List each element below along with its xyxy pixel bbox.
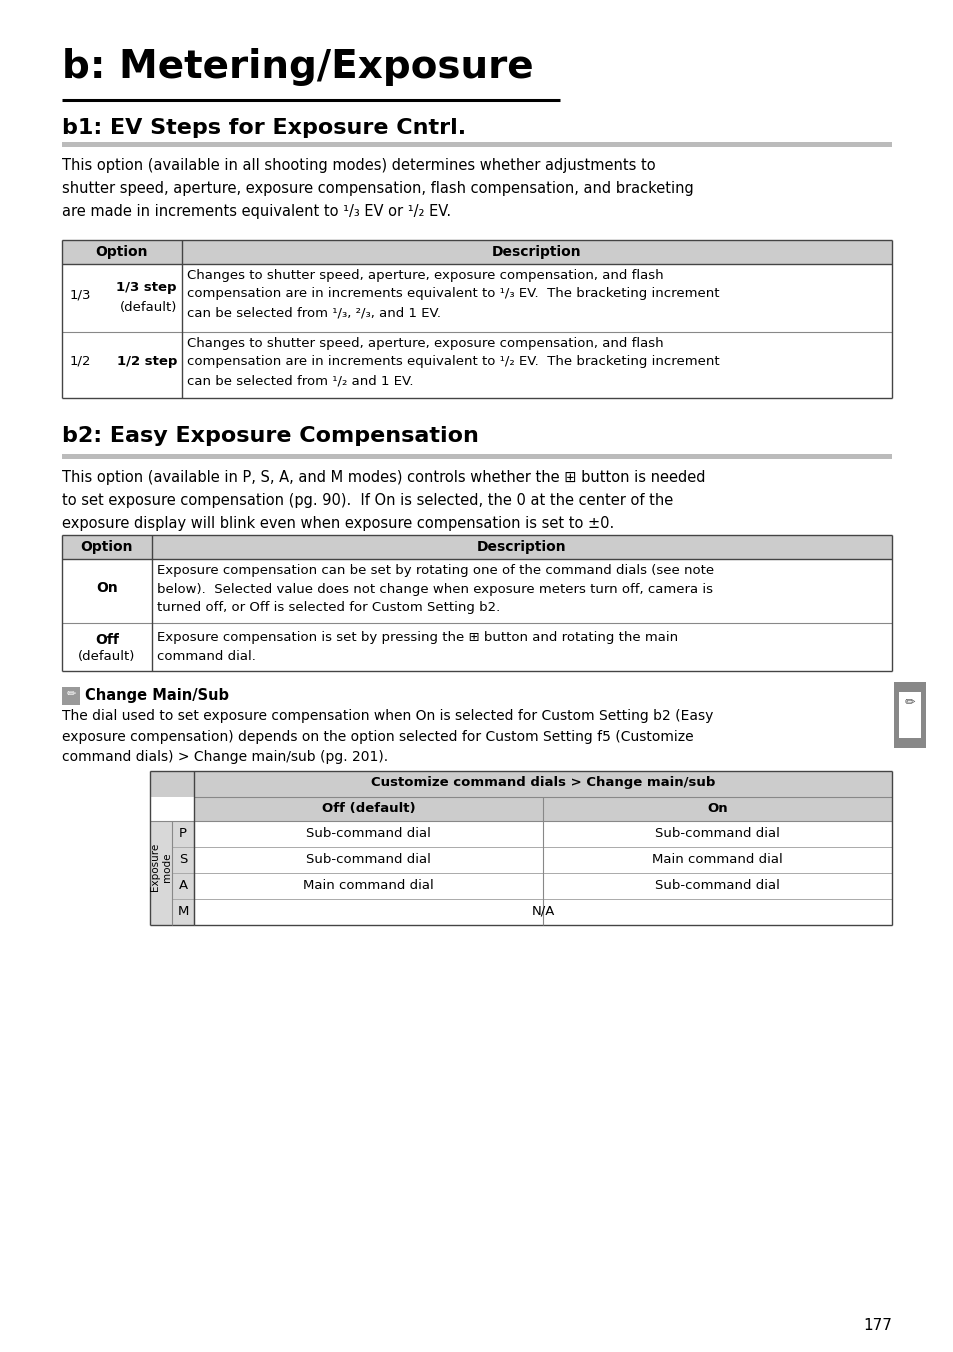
Bar [182, 241, 891, 264]
Text: Off: Off [95, 633, 119, 648]
Bar [152, 558, 891, 623]
Text: 1/2: 1/2 [70, 356, 91, 368]
Bar [172, 846, 193, 873]
Bar [62, 687, 80, 704]
Bar [542, 821, 891, 846]
Text: Changes to shutter speed, aperture, exposure compensation, and flash
compensatio: Changes to shutter speed, aperture, expo… [187, 337, 719, 387]
Text: This option (available in P, S, A, and M modes) controls whether the ⊞ button is: This option (available in P, S, A, and M… [62, 470, 705, 530]
Text: N/A: N/A [531, 904, 554, 918]
Text: Exposure compensation is set by pressing the ⊞ button and rotating the main
comm: Exposure compensation is set by pressing… [157, 631, 678, 662]
Bar [182, 333, 891, 397]
Bar [193, 821, 542, 846]
Bar [893, 681, 925, 748]
Text: Description: Description [476, 539, 566, 554]
Text: Exposure compensation can be set by rotating one of the command dials (see note
: Exposure compensation can be set by rota… [157, 564, 714, 614]
Text: Main command dial: Main command dial [652, 853, 782, 867]
Bar [193, 899, 891, 925]
Text: (default): (default) [119, 301, 177, 314]
Text: Sub-command dial: Sub-command dial [306, 853, 431, 867]
Text: Customize command dials > Change main/sub: Customize command dials > Change main/su… [371, 776, 715, 790]
Text: S: S [178, 853, 187, 867]
Text: On: On [706, 802, 727, 815]
Text: 1/3: 1/3 [70, 288, 91, 301]
Text: Sub-command dial: Sub-command dial [655, 879, 780, 892]
Text: Off (default): Off (default) [321, 802, 415, 815]
Bar [542, 846, 891, 873]
Bar [62, 142, 891, 147]
Bar [172, 821, 193, 846]
Text: M: M [177, 904, 189, 918]
Bar [542, 796, 891, 821]
Bar [193, 846, 542, 873]
Bar [150, 821, 172, 925]
Text: Changes to shutter speed, aperture, exposure compensation, and flash
compensatio: Changes to shutter speed, aperture, expo… [187, 269, 719, 319]
Bar [62, 623, 152, 671]
Text: The dial used to set exposure compensation when On is selected for Custom Settin: The dial used to set exposure compensati… [62, 708, 713, 764]
Text: 1/3 step: 1/3 step [116, 281, 177, 293]
Bar [542, 873, 891, 899]
Text: P: P [179, 827, 187, 840]
Text: (default): (default) [78, 650, 135, 662]
Text: b1: EV Steps for Exposure Cntrl.: b1: EV Steps for Exposure Cntrl. [62, 118, 466, 138]
Bar [62, 558, 152, 623]
Text: ✏: ✏ [67, 690, 75, 699]
Text: Main command dial: Main command dial [303, 879, 434, 892]
Text: Exposure
mode: Exposure mode [150, 844, 172, 891]
Text: A: A [178, 879, 188, 892]
Text: 1/2 step: 1/2 step [116, 356, 177, 368]
Text: Description: Description [492, 245, 581, 260]
Bar [172, 899, 193, 925]
Bar [62, 241, 182, 264]
Text: b: Metering/Exposure: b: Metering/Exposure [62, 49, 533, 87]
Bar [898, 692, 920, 738]
Bar [150, 771, 891, 796]
Bar [62, 333, 182, 397]
Text: b2: Easy Exposure Compensation: b2: Easy Exposure Compensation [62, 426, 478, 446]
Bar [193, 796, 542, 821]
Bar [62, 264, 182, 333]
Bar [62, 535, 152, 558]
Text: Option: Option [95, 245, 148, 260]
Text: This option (available in all shooting modes) determines whether adjustments to
: This option (available in all shooting m… [62, 158, 693, 219]
Bar [62, 454, 891, 458]
Text: 177: 177 [862, 1318, 891, 1333]
Bar [152, 623, 891, 671]
Text: ✏: ✏ [903, 696, 914, 708]
Text: Sub-command dial: Sub-command dial [306, 827, 431, 840]
Bar [182, 264, 891, 333]
Bar [152, 535, 891, 558]
Bar [193, 873, 542, 899]
Text: On: On [96, 581, 118, 595]
Text: Change Main/Sub: Change Main/Sub [85, 688, 229, 703]
Bar [172, 873, 193, 899]
Text: Sub-command dial: Sub-command dial [655, 827, 780, 840]
Text: Option: Option [81, 539, 133, 554]
